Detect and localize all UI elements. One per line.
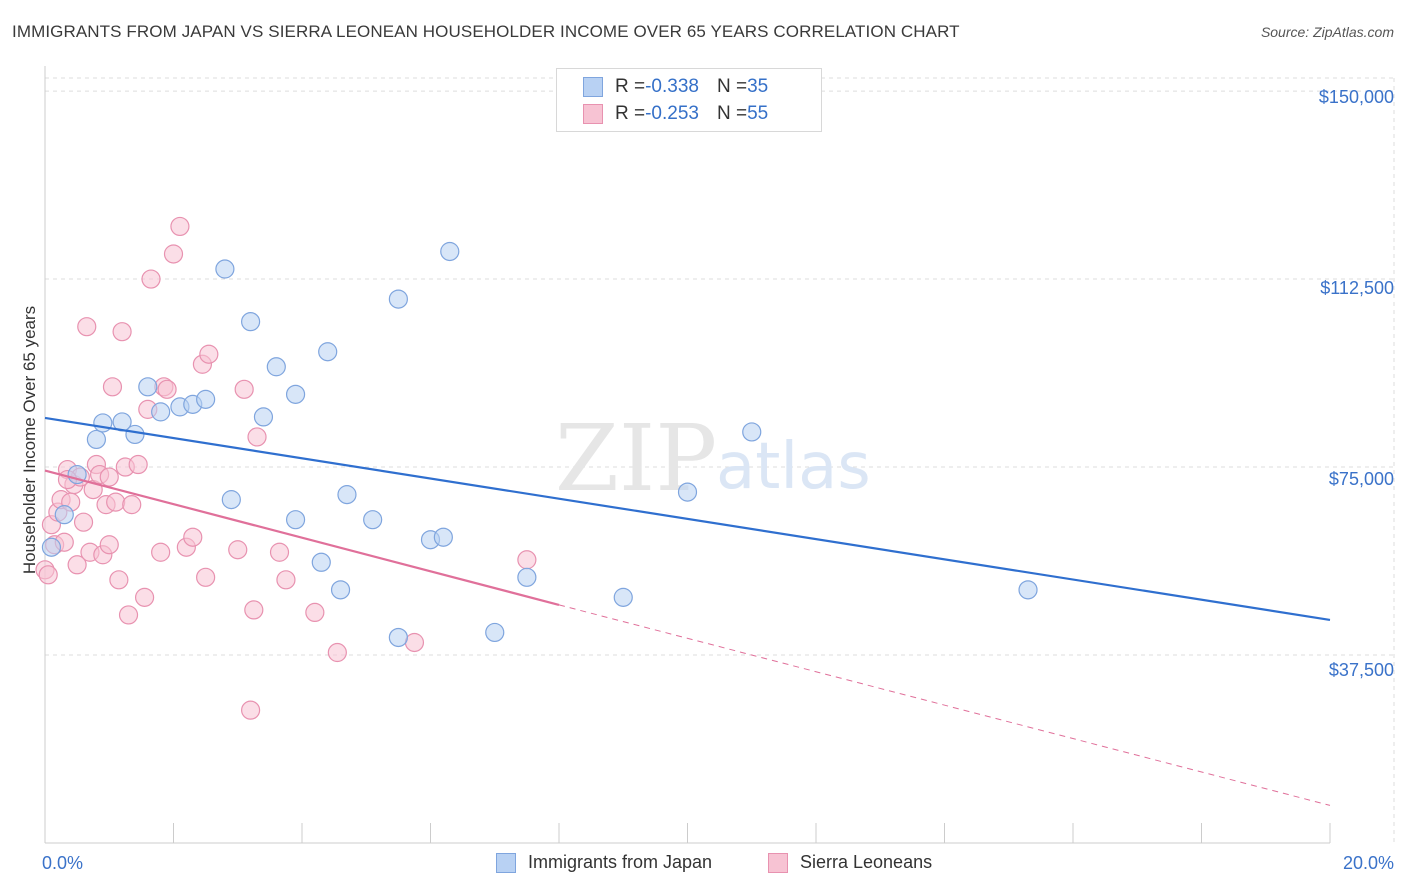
data-point-japan	[433, 527, 453, 547]
data-point-japan	[54, 505, 74, 525]
data-point-japan	[253, 407, 274, 427]
data-point-sierra	[128, 454, 148, 475]
chart-source: Source: ZipAtlas.com	[1260, 24, 1394, 40]
trendline-sierra	[44, 469, 560, 606]
data-point-japan	[517, 567, 537, 587]
data-point-sierra	[99, 535, 119, 555]
legend-n-value: 55	[747, 103, 769, 124]
data-point-japan	[337, 485, 357, 505]
data-point-japan	[196, 389, 216, 409]
data-point-sierra	[170, 216, 190, 237]
legend-row-japan: R = -0.338 N = 35	[583, 75, 768, 99]
data-point-sierra	[234, 379, 254, 399]
legend-r-label: R =	[615, 103, 646, 124]
y-tick-label: $150,000	[1318, 87, 1394, 107]
data-point-sierra	[327, 642, 347, 663]
legend-r-value: -0.253	[645, 103, 699, 124]
data-point-sierra	[199, 344, 219, 364]
bottom-legend-swatch-japan	[496, 852, 516, 873]
data-point-sierra	[38, 565, 58, 585]
data-point-japan	[241, 312, 261, 332]
trendline-japan	[44, 416, 1331, 622]
bottom-legend-japan: Immigrants from Japan	[496, 852, 712, 873]
data-point-japan	[388, 627, 408, 648]
data-point-sierra	[404, 632, 425, 653]
data-point-sierra	[122, 495, 142, 515]
data-point-sierra	[73, 512, 94, 532]
legend-swatch-japan	[583, 77, 603, 97]
data-point-japan	[285, 510, 306, 530]
data-point-sierra	[112, 322, 132, 342]
data-point-sierra	[163, 244, 184, 264]
data-point-sierra	[196, 567, 216, 587]
data-point-japan	[742, 422, 762, 442]
legend-r-label: R =	[615, 76, 646, 97]
data-point-sierra	[517, 550, 537, 570]
y-tick-label: $112,500	[1320, 278, 1394, 298]
data-point-japan	[311, 552, 331, 572]
data-point-japan	[363, 510, 383, 530]
x-tick-label-end: 20.0%	[1342, 853, 1394, 873]
data-point-sierra	[269, 542, 290, 562]
data-point-japan	[41, 537, 62, 557]
data-point-sierra	[67, 555, 87, 575]
data-point-sierra	[183, 527, 203, 547]
legend-n-label: N =	[716, 76, 748, 97]
y-axis-label: Householder Income Over 65 years	[20, 305, 39, 575]
legend-n-label: N =	[716, 103, 748, 124]
bottom-legend-label: Sierra Leoneans	[800, 852, 933, 872]
data-point-sierra	[141, 269, 161, 289]
data-point-sierra	[247, 427, 267, 447]
data-point-japan	[485, 622, 505, 643]
data-point-japan	[440, 241, 460, 262]
data-point-japan	[330, 580, 351, 600]
data-point-sierra	[134, 587, 155, 607]
data-point-sierra	[151, 542, 171, 562]
x-tick-label-start: 0.0%	[42, 853, 84, 873]
y-tick-label: $75,000	[1328, 469, 1394, 489]
legend-n-value: 35	[747, 76, 769, 97]
data-point-japan	[151, 402, 171, 422]
data-point-japan	[318, 342, 338, 362]
data-point-japan	[86, 429, 107, 450]
data-point-sierra	[157, 379, 177, 399]
stats-legend: R = -0.338 N = 35 R = -0.253 N = 55	[556, 68, 822, 132]
legend-swatch-sierra	[583, 104, 603, 124]
data-point-japan	[125, 424, 145, 445]
data-point-sierra	[102, 377, 123, 397]
chart-title: IMMIGRANTS FROM JAPAN VS SIERRA LEONEAN …	[12, 22, 960, 41]
data-point-sierra	[77, 317, 97, 337]
data-point-japan	[138, 377, 158, 397]
data-point-japan	[221, 490, 241, 510]
data-point-sierra	[244, 600, 264, 620]
bottom-legend-swatch-sierra	[768, 852, 788, 873]
legend-r-value: -0.338	[645, 76, 699, 97]
data-point-sierra	[109, 570, 129, 590]
data-point-japan	[285, 384, 306, 404]
data-point-sierra	[241, 700, 261, 720]
data-point-japan	[93, 413, 113, 433]
data-point-sierra	[228, 540, 248, 560]
data-point-japan	[388, 289, 408, 309]
data-point-japan	[613, 587, 633, 607]
data-point-japan	[215, 259, 235, 279]
bottom-legend-sierra: Sierra Leoneans	[768, 852, 932, 873]
legend-row-sierra: R = -0.253 N = 55	[583, 102, 768, 126]
watermark-atlas: atlas	[716, 430, 871, 504]
data-point-japan	[266, 357, 286, 377]
data-point-sierra	[106, 492, 126, 512]
y-tick-label: $37,500	[1328, 660, 1394, 680]
data-point-sierra	[276, 570, 296, 590]
data-point-japan	[1018, 580, 1038, 600]
trendline-sierra-extension	[558, 604, 1331, 806]
data-point-sierra	[305, 602, 325, 623]
data-point-japan	[677, 482, 698, 502]
data-point-sierra	[118, 605, 139, 625]
bottom-legend-label: Immigrants from Japan	[528, 852, 713, 872]
data-point-sierra	[99, 467, 119, 487]
